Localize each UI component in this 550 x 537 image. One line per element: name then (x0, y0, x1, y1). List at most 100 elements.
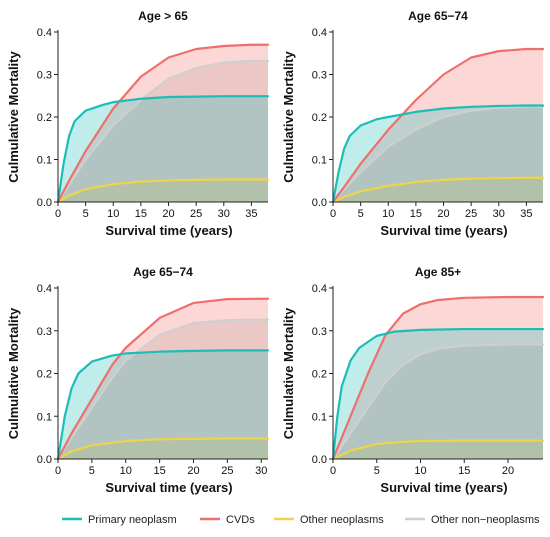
y-tick-label: 0.3 (37, 70, 52, 82)
x-tick-label: 15 (135, 208, 147, 220)
y-tick-label: 0.3 (312, 70, 327, 82)
panel-title: Age 65−74 (133, 265, 193, 279)
x-tick-label: 20 (162, 208, 174, 220)
x-tick-label: 10 (382, 208, 394, 220)
line-primary-neoplasm (56, 95, 270, 204)
x-tick-label: 15 (458, 465, 470, 477)
x-tick-label: 20 (187, 465, 199, 477)
area-other-non-neoplasms (333, 344, 543, 459)
legend-label: Other neoplasms (300, 514, 384, 526)
area-other-non-neoplasms (58, 319, 268, 459)
line-other-non-neoplasms (331, 343, 545, 461)
y-tick-label: 0.2 (312, 112, 327, 124)
y-tick-label: 0.4 (37, 27, 52, 39)
x-tick-label: 5 (358, 208, 364, 220)
x-tick-label: 10 (107, 208, 119, 220)
area-cvds (58, 298, 268, 459)
x-tick-label: 25 (190, 208, 202, 220)
y-axis-label: Culmulative Mortality (281, 50, 296, 182)
y-tick-label: 0.1 (312, 411, 327, 423)
y-tick-label: 0.0 (37, 454, 52, 466)
legend-item-other-non-neoplasms: Other non−neoplasms (405, 514, 540, 526)
x-tick-label: 5 (83, 208, 89, 220)
panel-title: Age 85+ (415, 265, 461, 279)
y-tick-label: 0.4 (312, 27, 327, 39)
line-other-non-neoplasms (56, 318, 270, 461)
x-tick-label: 10 (120, 465, 132, 477)
x-axis-label: Survival time (years) (380, 480, 507, 495)
x-tick-label: 30 (493, 208, 505, 220)
line-other-neoplasms (56, 437, 270, 461)
x-axis-label: Survival time (years) (105, 223, 232, 238)
line-cvds (56, 43, 270, 204)
y-tick-label: 0.2 (37, 369, 52, 381)
x-tick-label: 10 (414, 465, 426, 477)
x-tick-label: 20 (437, 208, 449, 220)
line-other-non-neoplasms (56, 59, 270, 204)
panel-2: 0.0 0.1 0.2 0.3 0.4 0 5 10 15 20 25 30 35 Age 65−74 Su… (281, 9, 545, 238)
y-tick-label: 0.0 (37, 197, 52, 209)
y-tick-label: 0.2 (37, 112, 52, 124)
line-cvds (331, 47, 545, 204)
area-primary-neoplasm (58, 96, 268, 202)
y-axis-label: Culmulative Mortality (281, 307, 296, 439)
area-primary-neoplasm (58, 350, 268, 459)
legend-label: Other non−neoplasms (431, 514, 540, 526)
y-tick-label: 0.4 (37, 283, 52, 295)
x-tick-label: 35 (520, 208, 532, 220)
panel-title: Age > 65 (138, 9, 188, 23)
panel-3: 0.0 0.1 0.2 0.3 0.4 0 5 10 15 20 25 30 Age 65−74 Surv… (6, 265, 270, 495)
legend-item-other-neoplasms: Other neoplasms (274, 514, 384, 526)
y-tick-label: 0.4 (312, 283, 327, 295)
area-cvds (333, 49, 543, 202)
panel-1: 0.0 0.1 0.2 0.3 0.4 0 5 10 15 20 25 30 35 Age > 65 Sur… (6, 9, 270, 238)
line-other-non-neoplasms (331, 105, 545, 204)
y-tick-label: 0.3 (312, 326, 327, 338)
y-tick-label: 0.0 (312, 454, 327, 466)
line-cvds (331, 295, 545, 461)
legend-label: Primary neoplasm (88, 514, 177, 526)
x-tick-label: 30 (255, 465, 267, 477)
x-tick-label: 0 (55, 208, 61, 220)
x-tick-label: 25 (465, 208, 477, 220)
x-tick-label: 25 (221, 465, 233, 477)
legend-item-cvds: CVDs (200, 514, 255, 526)
area-cvds (58, 44, 268, 202)
y-tick-label: 0.1 (312, 155, 327, 167)
line-cvds (56, 297, 270, 461)
x-tick-label: 35 (245, 208, 257, 220)
line-other-neoplasms (331, 439, 545, 461)
area-other-neoplasms (333, 440, 543, 459)
y-tick-label: 0.1 (37, 411, 52, 423)
y-tick-label: 0.2 (312, 369, 327, 381)
y-axis-label: Culmulative Mortality (6, 307, 21, 439)
y-tick-label: 0.3 (37, 326, 52, 338)
x-tick-label: 30 (218, 208, 230, 220)
y-tick-label: 0.1 (37, 155, 52, 167)
legend-label: CVDs (226, 514, 255, 526)
x-tick-label: 0 (330, 208, 336, 220)
panel-title: Age 65−74 (408, 9, 468, 23)
line-other-neoplasms (56, 178, 270, 204)
line-primary-neoplasm (56, 349, 270, 461)
legend: Primary neoplasm CVDs Other neoplasms Other… (62, 514, 540, 526)
line-other-neoplasms (331, 176, 545, 204)
line-primary-neoplasm (331, 327, 545, 461)
area-primary-neoplasm (333, 329, 543, 459)
x-tick-label: 5 (374, 465, 380, 477)
x-tick-label: 20 (502, 465, 514, 477)
x-tick-label: 0 (330, 465, 336, 477)
panel-4: 0.0 0.1 0.2 0.3 0.4 0 5 10 15 20 Age 85+ Survival t… (281, 265, 545, 495)
legend-item-primary-neoplasm: Primary neoplasm (62, 514, 177, 526)
x-tick-label: 5 (89, 465, 95, 477)
x-tick-label: 15 (410, 208, 422, 220)
y-axis-label: Culmulative Mortality (6, 50, 21, 182)
area-other-neoplasms (333, 177, 543, 202)
y-tick-label: 0.0 (312, 197, 327, 209)
x-axis-label: Survival time (years) (380, 223, 507, 238)
x-tick-label: 15 (153, 465, 165, 477)
x-tick-label: 0 (55, 465, 61, 477)
x-axis-label: Survival time (years) (105, 480, 232, 495)
